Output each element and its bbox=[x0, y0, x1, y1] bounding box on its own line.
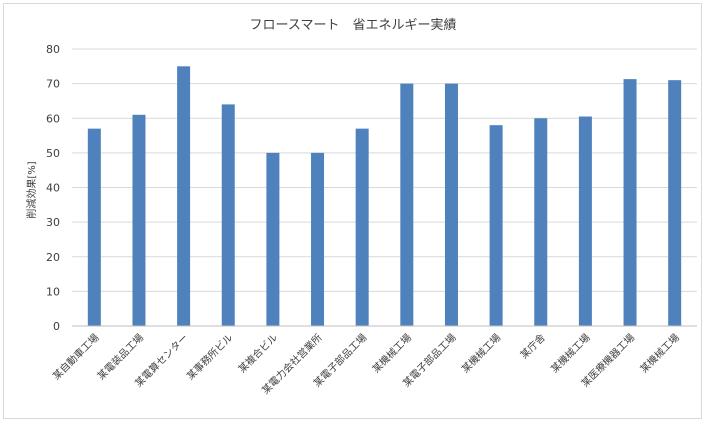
x-category-label: 某機械工場 bbox=[548, 331, 593, 376]
bar bbox=[400, 83, 414, 326]
chart-title: フロースマート 省エネルギー実績 bbox=[250, 17, 457, 33]
bar bbox=[534, 118, 548, 326]
x-category-label: 某電装品工場 bbox=[94, 331, 146, 383]
y-tick-label: 40 bbox=[46, 182, 60, 195]
y-tick-label: 30 bbox=[46, 216, 60, 229]
bar bbox=[578, 116, 592, 326]
gridlines bbox=[72, 48, 697, 292]
bar bbox=[355, 128, 369, 326]
y-tick-label: 0 bbox=[53, 320, 60, 333]
bar bbox=[489, 125, 503, 326]
y-tick-label: 50 bbox=[46, 147, 60, 160]
bar-chart: フロースマート 省エネルギー実績 削減効果[%] 0 10 20 30 40 50 60 70… bbox=[25, 17, 697, 397]
x-category-label: 某機械工場 bbox=[637, 331, 682, 376]
bar bbox=[623, 79, 637, 326]
y-tick-label: 70 bbox=[46, 78, 60, 91]
y-tick-label: 10 bbox=[46, 285, 60, 298]
y-axis-label: 削減効果[%] bbox=[25, 161, 38, 218]
y-tick-label: 80 bbox=[46, 43, 60, 56]
x-category-label: 某機械工場 bbox=[459, 331, 504, 376]
y-tick-label: 20 bbox=[46, 251, 60, 264]
chart-frame: フロースマート 省エネルギー実績 削減効果[%] 0 10 20 30 40 50 60 70… bbox=[3, 3, 702, 419]
y-axis-ticks: 0 10 20 30 40 50 60 70 80 bbox=[46, 43, 60, 333]
y-tick-label: 60 bbox=[46, 112, 60, 125]
x-category-label: 某機械工場 bbox=[369, 331, 414, 376]
x-category-label: 某庁舎 bbox=[517, 331, 547, 361]
bar bbox=[311, 152, 325, 326]
x-category-label: 某事務所ビル bbox=[184, 331, 236, 383]
bars bbox=[87, 66, 682, 327]
bar bbox=[132, 114, 146, 326]
x-category-label: 某自動車工場 bbox=[50, 331, 102, 383]
bar bbox=[177, 66, 191, 326]
bar bbox=[87, 128, 101, 326]
x-category-label: 某複合ビル bbox=[235, 331, 280, 376]
bar bbox=[668, 80, 682, 326]
bar bbox=[266, 152, 280, 326]
bar bbox=[444, 83, 458, 326]
bar bbox=[221, 104, 235, 327]
